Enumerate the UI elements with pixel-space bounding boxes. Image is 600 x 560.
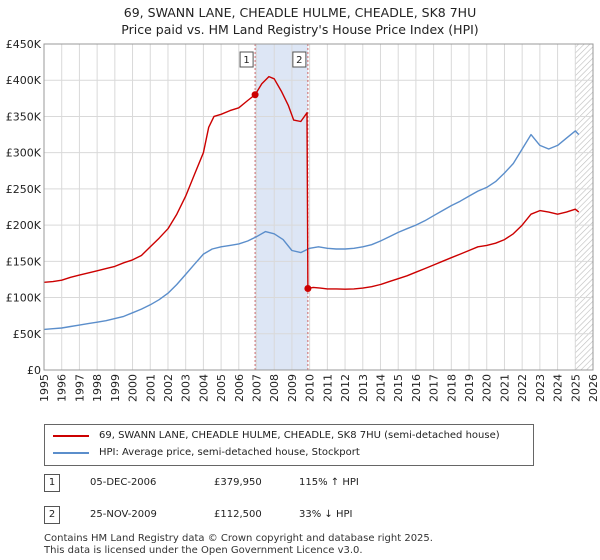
y-tick-label: £50K [13,328,42,341]
highlight-band [255,44,308,370]
x-tick-label: 1996 [56,374,69,402]
forecast-hatch [575,44,593,370]
price-chart: 1 2 £0 £50K £100K £150K £200K £250K £300K £350K £4… [6,38,600,402]
x-tick-label: 2025 [569,374,582,402]
sale-point [304,285,312,292]
x-tick-label: 2023 [534,374,547,402]
y-tick-label: £400K [6,74,42,87]
x-tick-label: 2003 [180,374,193,402]
x-tick-label: 2005 [215,374,228,402]
transaction-date: 05-DEC-2006 [90,477,157,488]
legend-swatch-hpi [53,452,89,454]
plot-area [44,44,593,370]
x-tick-label: 1999 [109,374,122,402]
y-tick-label: £350K [6,110,42,123]
x-tick-label: 2018 [445,374,458,402]
x-tick-label: 2007 [251,374,264,402]
x-tick-label: 2010 [304,374,317,402]
transaction-badge: 2 [44,506,60,524]
x-tick-label: 2011 [321,374,334,402]
transaction-price: £379,950 [214,477,262,488]
x-tick-label: 1997 [73,374,86,402]
transaction-date: 25-NOV-2009 [90,509,157,520]
x-tick-label: 2013 [357,374,370,402]
legend-swatch-price [53,435,89,437]
chart-subtitle: Price paid vs. HM Land Registry's House … [121,22,479,37]
y-tick-label: £300K [6,147,42,160]
x-tick-label: 2012 [339,374,352,402]
chart-legend: 69, SWANN LANE, CHEADLE HULME, CHEADLE, … [44,424,534,466]
marker-label: 1 [243,55,249,66]
x-tick-label: 2002 [162,374,175,402]
plot-frame [43,43,594,371]
transaction-hpi: 115% ↑ HPI [299,477,359,488]
hpi-line [43,130,580,331]
marker-label: 2 [296,55,302,66]
transaction-hpi: 33% ↓ HPI [299,509,353,520]
x-tick-label: 1998 [91,374,104,402]
marker-label-box [292,51,307,68]
x-tick-label: 1995 [38,374,51,402]
footer-copyright: Contains HM Land Registry data © Crown c… [44,533,433,544]
x-tick-label: 2016 [410,374,423,402]
x-tick-label: 2021 [498,374,511,402]
transaction-badge: 1 [44,474,60,492]
x-tick-label: 2004 [197,374,210,402]
footer-license: This data is licensed under the Open Gov… [44,545,363,556]
x-tick-label: 2000 [127,374,140,402]
transaction-price: £112,500 [214,509,262,520]
y-tick-label: £150K [6,255,42,268]
y-tick-label: £200K [6,219,42,232]
x-tick-label: 2006 [233,374,246,402]
x-tick-label: 2015 [392,374,405,402]
x-tick-label: 2009 [286,374,299,402]
x-tick-label: 2026 [587,374,600,402]
x-tick-label: 2022 [516,374,529,402]
sale-point [251,91,259,99]
y-tick-label: £250K [6,183,42,196]
price-paid-line [43,75,580,290]
chart-title: 69, SWANN LANE, CHEADLE HULME, CHEADLE, … [123,5,477,20]
legend-label-price: 69, SWANN LANE, CHEADLE HULME, CHEADLE, … [99,430,500,441]
marker-label-box [239,51,254,68]
x-tick-label: 2001 [144,374,157,402]
y-tick-label: £450K [6,38,42,51]
x-tick-label: 2017 [428,374,441,402]
x-tick-label: 2019 [463,374,476,402]
y-tick-label: £100K [6,292,42,305]
y-tick-label: £0 [27,364,41,377]
x-tick-label: 2020 [481,374,494,402]
legend-label-hpi: HPI: Average price, semi-detached house,… [99,447,360,458]
x-tick-label: 2008 [268,374,281,402]
x-tick-label: 2024 [552,374,565,402]
x-tick-label: 2014 [374,374,387,402]
